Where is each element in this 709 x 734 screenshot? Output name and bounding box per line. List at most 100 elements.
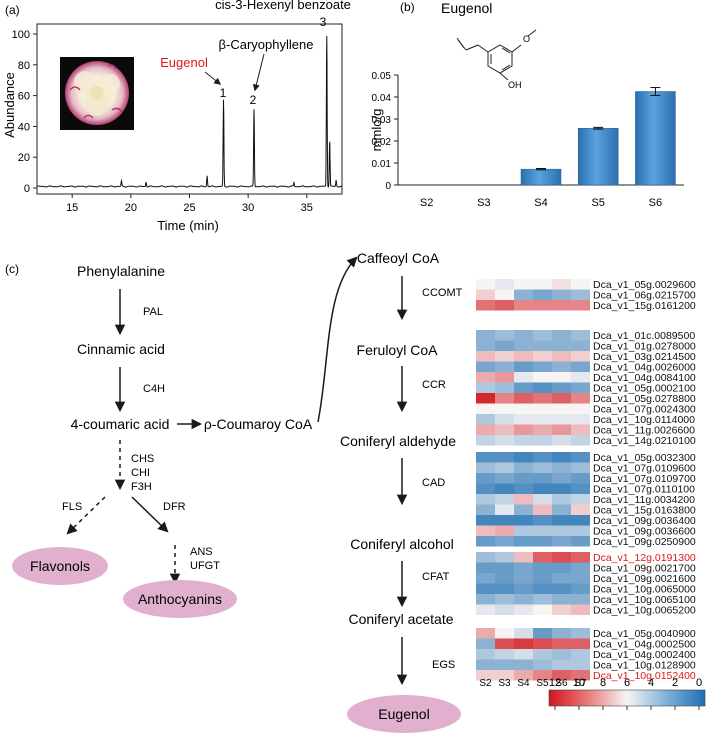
heatmap-cell	[514, 562, 533, 573]
heatmap-cell	[533, 483, 552, 494]
gene-id-label: Dca_v1_04g.0084100	[593, 372, 696, 384]
heatmap-sample-label: S2	[479, 678, 492, 689]
node-cinnamic-acid: Cinnamic acid	[77, 341, 165, 357]
chromatogram-x-ticks: 15 20 25 30 35	[66, 194, 313, 214]
carnation-photo	[60, 57, 134, 130]
heatmap-group-cad: Dca_v1_05g.0032300Dca_v1_07g.0109600Dca_…	[476, 452, 696, 548]
heatmap-cell	[552, 393, 571, 404]
heatmap-cell	[476, 504, 495, 515]
heatmap-cell	[514, 330, 533, 341]
heatmap-cell	[571, 594, 590, 605]
gene-id-label: Dca_v1_05g.0032300	[593, 452, 696, 464]
heatmap-cell	[552, 414, 571, 425]
heatmap-cell	[514, 628, 533, 639]
heatmap-cell	[533, 300, 552, 311]
colorbar-tick-label: 8	[600, 677, 606, 689]
heatmap-cell	[495, 382, 514, 393]
arrow-fls	[66, 496, 106, 535]
heatmap-cell	[552, 659, 571, 670]
heatmap-sample-labels: S2 S3 S4 S5 S6 S7	[479, 678, 587, 689]
gene-id-label: Dca_v1_09g.0250900	[593, 536, 696, 548]
colorbar-tick-label: 0	[696, 677, 702, 689]
heatmap-cell	[476, 300, 495, 311]
heatmap-sample-label: S7	[574, 678, 587, 689]
heatmap-cell	[552, 604, 571, 615]
x-tick-label: 25	[183, 202, 195, 214]
heatmap-cell	[476, 361, 495, 372]
heatmap-cell	[514, 604, 533, 615]
heatmap-cell	[533, 424, 552, 435]
heatmap-cell	[533, 638, 552, 649]
y-tick-label: 0	[24, 183, 30, 195]
heatmap-cell	[514, 351, 533, 362]
bar-y-tick-label: 0.02	[372, 137, 392, 148]
heatmap-cell	[533, 382, 552, 393]
gene-id-label: Dca_v1_10g.0152400	[593, 670, 696, 682]
gene-id-label: Dca_v1_03g.0214500	[593, 351, 696, 363]
y-tick-label: 20	[18, 152, 30, 164]
heatmap-cell	[514, 393, 533, 404]
heatmap-cell	[495, 504, 514, 515]
heatmap-cell	[514, 300, 533, 311]
heatmap-group-cfat: Dca_v1_12g.0191300Dca_v1_09g.0021700Dca_…	[476, 552, 696, 617]
caryophyllene-peak-arrow	[252, 53, 265, 92]
heatmap-cell	[533, 628, 552, 639]
heatmap-cell	[552, 300, 571, 311]
heatmap-cell	[533, 462, 552, 473]
enzyme-chi: CHI	[131, 467, 150, 479]
heatmap-cell	[552, 340, 571, 351]
heatmap-cell	[533, 435, 552, 446]
arrow-dfr	[131, 496, 169, 533]
heatmap-cell	[476, 340, 495, 351]
heatmap-cell	[495, 414, 514, 425]
bar-y-tick-label: 0.04	[372, 93, 392, 104]
heatmap-cell	[476, 424, 495, 435]
heatmap-cell	[552, 382, 571, 393]
heatmap-cell	[552, 452, 571, 463]
anthocyanins-ellipse	[123, 580, 237, 618]
heatmap-cell	[533, 583, 552, 594]
heatmap-cell	[571, 279, 590, 290]
gene-id-label: Dca_v1_14g.0210100	[593, 435, 696, 447]
heatmap-cell	[533, 330, 552, 341]
gene-id-label: Dca_v1_01g.0278000	[593, 341, 696, 353]
heatmap-cell	[533, 393, 552, 404]
enzyme-ccr: CCR	[422, 379, 446, 391]
heatmap-cell	[552, 628, 571, 639]
heatmap-cell	[571, 351, 590, 362]
heatmap-cell	[533, 670, 552, 681]
x-tick-label: 30	[242, 202, 254, 214]
heatmap-cell	[571, 494, 590, 505]
heatmap-cell	[571, 604, 590, 615]
heatmap-cell	[476, 351, 495, 362]
enzyme-ans: ANS	[190, 546, 213, 558]
heatmap-cell	[552, 649, 571, 660]
heatmap-cell	[571, 289, 590, 300]
peak-number-3: 3	[320, 15, 327, 29]
heatmap-cell	[533, 659, 552, 670]
heatmap-cell	[552, 279, 571, 290]
heatmap-cell	[571, 473, 590, 484]
bar-y-ticks: 0 0.01 0.02 0.03 0.04 0.05	[372, 71, 398, 192]
eugenol-structure-icon	[456, 29, 537, 81]
heatmap-cell	[533, 361, 552, 372]
heatmap-cell	[533, 279, 552, 290]
node-anthocyanins: Anthocyanins	[138, 591, 222, 607]
heatmap-cell	[476, 494, 495, 505]
heatmap-cell	[476, 562, 495, 573]
gene-id-label: Dca_v1_05g.0002100	[593, 383, 696, 395]
heatmap-cell	[533, 504, 552, 515]
heatmap-cell	[514, 289, 533, 300]
heatmap-cell	[514, 483, 533, 494]
heatmap-cell	[514, 525, 533, 536]
heatmap-cell	[571, 382, 590, 393]
heatmap-cell	[571, 403, 590, 414]
enzyme-f3h: F3H	[131, 481, 152, 493]
heatmap-cell	[514, 435, 533, 446]
heatmap-cell	[571, 424, 590, 435]
enzyme-egs: EGS	[432, 659, 455, 671]
panel-a-label: (a)	[5, 3, 20, 17]
enzyme-fls: FLS	[62, 501, 82, 513]
heatmap-cell	[495, 300, 514, 311]
peak-label-caryophyllene: β-Caryophyllene	[219, 37, 314, 52]
